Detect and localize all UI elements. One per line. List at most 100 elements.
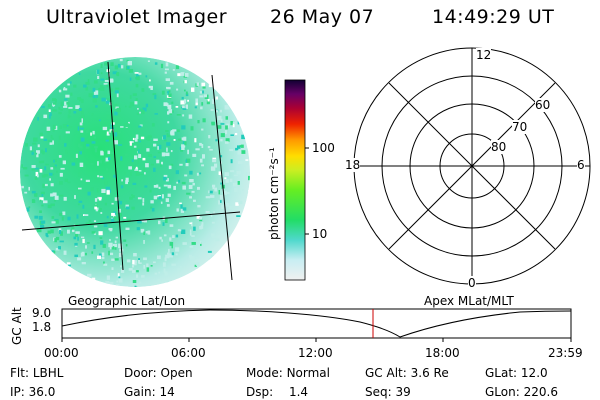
image-pixel bbox=[145, 103, 149, 108]
image-pixel bbox=[130, 171, 132, 176]
image-pixel bbox=[52, 102, 55, 107]
image-pixel bbox=[74, 254, 78, 257]
image-pixel bbox=[138, 125, 142, 128]
image-pixel bbox=[124, 171, 126, 175]
image-pixel bbox=[100, 86, 105, 91]
image-pixel bbox=[135, 98, 138, 103]
image-pixel bbox=[34, 215, 39, 219]
image-pixel bbox=[117, 216, 121, 221]
image-pixel bbox=[167, 111, 170, 115]
image-pixel bbox=[41, 106, 45, 109]
image-pixel bbox=[134, 137, 138, 142]
image-pixel bbox=[132, 280, 137, 283]
image-pixel bbox=[75, 243, 78, 247]
image-pixel bbox=[68, 107, 73, 109]
image-pixel bbox=[166, 198, 168, 202]
image-pixel bbox=[158, 271, 160, 274]
image-pixel bbox=[171, 263, 176, 266]
image-pixel bbox=[177, 268, 182, 272]
image-pixel bbox=[113, 174, 116, 178]
image-pixel bbox=[137, 197, 142, 200]
image-pixel bbox=[91, 113, 94, 116]
image-pixel bbox=[54, 238, 57, 243]
image-pixel bbox=[37, 174, 39, 178]
image-pixel bbox=[232, 123, 235, 128]
image-pixel bbox=[106, 215, 109, 219]
image-pixel bbox=[62, 124, 67, 129]
image-pixel bbox=[132, 182, 137, 185]
image-pixel bbox=[117, 72, 120, 77]
image-pixel bbox=[120, 185, 124, 189]
image-pixel bbox=[196, 82, 200, 86]
image-pixel bbox=[64, 98, 68, 101]
image-pixel bbox=[75, 232, 78, 237]
image-pixel bbox=[225, 116, 228, 120]
image-pixel bbox=[47, 128, 51, 130]
image-pixel bbox=[145, 231, 150, 234]
image-pixel bbox=[103, 83, 108, 85]
image-pixel bbox=[70, 158, 75, 162]
image-pixel bbox=[38, 160, 42, 164]
image-pixel bbox=[53, 166, 57, 169]
image-pixel bbox=[53, 159, 55, 163]
image-pixel bbox=[35, 167, 39, 170]
image-pixel bbox=[152, 93, 157, 96]
image-pixel bbox=[59, 125, 62, 129]
image-pixel bbox=[167, 252, 170, 256]
image-pixel bbox=[111, 125, 114, 130]
image-pixel bbox=[220, 118, 223, 122]
image-pixel bbox=[55, 248, 60, 251]
image-pixel bbox=[180, 149, 184, 152]
image-pixel bbox=[58, 135, 61, 140]
image-pixel bbox=[102, 243, 106, 248]
image-pixel bbox=[55, 236, 60, 241]
image-pixel bbox=[140, 108, 142, 111]
image-pixel bbox=[92, 87, 96, 92]
image-pixel bbox=[39, 220, 44, 225]
image-pixel bbox=[105, 139, 109, 142]
image-pixel bbox=[90, 132, 92, 136]
image-pixel bbox=[71, 162, 76, 166]
image-pixel bbox=[25, 143, 28, 147]
image-pixel bbox=[93, 80, 98, 84]
image-pixel bbox=[97, 196, 102, 200]
image-pixel bbox=[163, 184, 168, 187]
image-pixel bbox=[105, 99, 108, 103]
gc-alt-tick-low: 1.8 bbox=[32, 320, 52, 334]
image-pixel bbox=[222, 190, 227, 195]
image-pixel bbox=[118, 276, 121, 279]
image-pixel bbox=[104, 202, 107, 206]
image-pixel bbox=[249, 172, 250, 176]
image-pixel bbox=[128, 121, 130, 124]
image-pixel bbox=[111, 217, 113, 221]
image-pixel bbox=[94, 146, 98, 149]
image-pixel bbox=[67, 229, 70, 234]
image-pixel bbox=[207, 99, 210, 102]
image-pixel bbox=[125, 105, 127, 108]
image-pixel bbox=[215, 110, 218, 113]
image-pixel bbox=[182, 207, 187, 211]
gc-alt-axis-title: GC Alt bbox=[10, 307, 24, 345]
image-pixel bbox=[73, 224, 76, 227]
image-pixel bbox=[111, 119, 115, 123]
image-pixel bbox=[195, 148, 200, 151]
image-pixel bbox=[168, 253, 173, 258]
image-pixel bbox=[241, 133, 246, 136]
image-pixel bbox=[60, 108, 63, 111]
image-pixel bbox=[203, 94, 207, 98]
image-pixel bbox=[245, 161, 249, 165]
image-pixel bbox=[189, 245, 194, 248]
image-pixel bbox=[115, 106, 119, 109]
image-pixel bbox=[93, 131, 97, 135]
image-pixel bbox=[221, 184, 225, 189]
image-pixel bbox=[128, 268, 133, 271]
image-pixel bbox=[165, 78, 170, 81]
image-pixel bbox=[58, 246, 61, 250]
image-pixel bbox=[190, 256, 195, 260]
colorbar bbox=[284, 79, 309, 281]
image-pixel bbox=[118, 245, 123, 249]
image-pixel bbox=[221, 220, 224, 222]
image-pixel bbox=[135, 77, 138, 80]
dsp-value: 1.4 bbox=[288, 385, 309, 399]
image-pixel bbox=[59, 181, 63, 185]
